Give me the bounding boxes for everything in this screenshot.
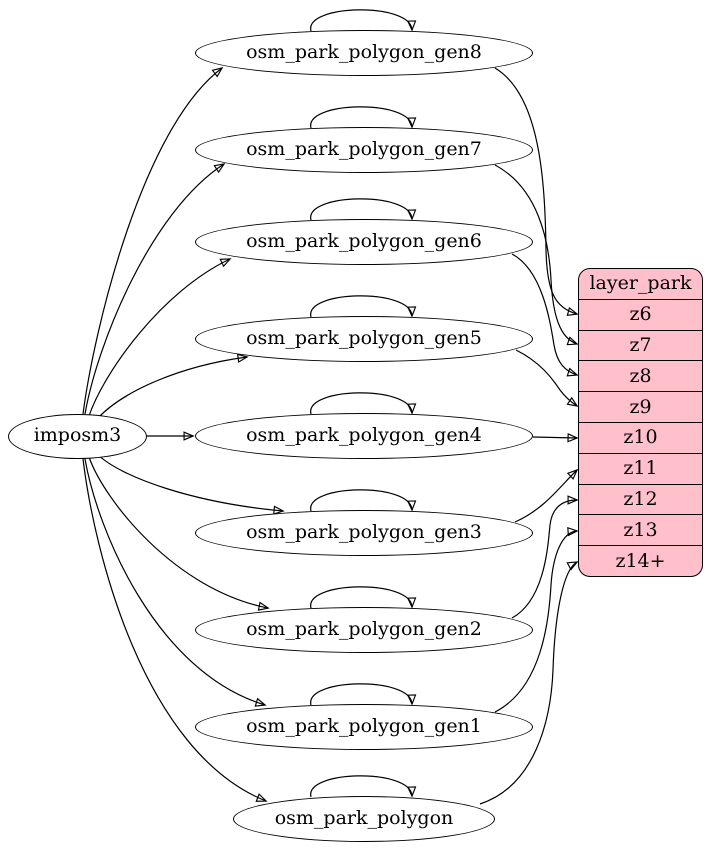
self-loop-gen3 [310, 489, 417, 512]
node-layer-park: layer_park z6 z7 z8 z9 z10 z11 z12 z13 z… [578, 268, 703, 577]
edge-gen1-z13 [494, 526, 579, 713]
layer-park-title: layer_park [589, 272, 692, 295]
self-loop-gen1 [310, 683, 417, 706]
node-osm-park-polygon-gen1: osm_park_polygon_gen1 [195, 704, 533, 750]
node-imposm3-label: imposm3 [33, 424, 122, 446]
self-loop-gen6 [310, 198, 417, 221]
self-loop-osm-park-polygon [310, 775, 417, 798]
edge-imposm3-gen8 [82, 66, 224, 415]
layer-park-row-z11: z11 [579, 452, 702, 484]
node-label: osm_park_polygon_gen8 [246, 40, 482, 63]
edge-gen8-z6 [494, 67, 579, 317]
node-label: osm_park_polygon_gen1 [246, 714, 482, 737]
edge-gen6-z8 [511, 253, 579, 377]
self-loop-gen8 [310, 9, 417, 32]
node-label: osm_park_polygon [274, 806, 454, 829]
self-loop-gen4 [310, 392, 417, 415]
layer-park-row-z6: z6 [579, 298, 702, 330]
edge-gen3-z11 [514, 468, 579, 523]
edge-imposm3-gen6 [88, 258, 232, 417]
layer-park-row-z9: z9 [579, 391, 702, 422]
node-label: osm_park_polygon_gen2 [246, 617, 482, 640]
node-label: osm_park_polygon_gen6 [246, 229, 482, 252]
edge-osm-park-polygon-z14 [479, 561, 579, 805]
node-label: osm_park_polygon_gen7 [246, 137, 482, 160]
node-osm-park-polygon-gen7: osm_park_polygon_gen7 [195, 127, 533, 173]
node-osm-park-polygon-gen2: osm_park_polygon_gen2 [195, 607, 533, 653]
self-loop-gen7 [310, 106, 417, 129]
layer-park-row-z8: z8 [579, 360, 702, 391]
edge-imposm3-gen7 [84, 163, 226, 415]
node-osm-park-polygon-gen8: osm_park_polygon_gen8 [195, 30, 533, 76]
layer-park-row-z7: z7 [579, 329, 702, 361]
node-osm-park-polygon-gen6: osm_park_polygon_gen6 [195, 219, 533, 265]
node-osm-park-polygon: osm_park_polygon [233, 796, 495, 842]
node-osm-park-polygon-gen3: osm_park_polygon_gen3 [195, 510, 533, 556]
layer-park-row-z10: z10 [579, 421, 702, 453]
edge-imposm3-gen1 [84, 458, 267, 707]
edge-imposm3-gen3 [96, 453, 285, 515]
edge-imposm3-osm-park-polygon [82, 458, 268, 802]
node-label: osm_park_polygon_gen5 [246, 326, 482, 349]
layer-park-row-z14plus: z14+ [579, 545, 702, 576]
edge-gen7-z7 [494, 164, 579, 346]
node-osm-park-polygon-gen4: osm_park_polygon_gen4 [195, 413, 533, 459]
self-loop-gen2 [310, 586, 417, 609]
edge-gen2-z12 [511, 495, 579, 619]
layer-park-row-z12: z12 [579, 483, 702, 515]
layer-park-row-z13: z13 [579, 514, 702, 545]
node-osm-park-polygon-gen5: osm_park_polygon_gen5 [195, 316, 533, 362]
edge-gen5-z9 [515, 349, 579, 407]
self-loop-gen5 [310, 295, 417, 318]
node-label: osm_park_polygon_gen4 [246, 423, 482, 446]
node-imposm3: imposm3 [8, 414, 147, 459]
edge-imposm3-gen5 [96, 353, 249, 420]
node-label: osm_park_polygon_gen3 [246, 520, 482, 543]
edge-gen4-z10 [532, 433, 579, 443]
edge-imposm3-gen2 [88, 456, 270, 611]
